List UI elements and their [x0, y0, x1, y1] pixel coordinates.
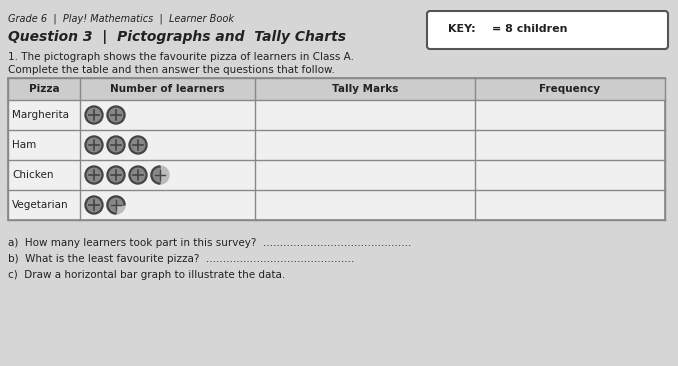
Circle shape: [107, 136, 125, 154]
Text: Tally Marks: Tally Marks: [332, 84, 398, 94]
Circle shape: [151, 166, 169, 184]
Wedge shape: [107, 196, 125, 214]
Text: Chicken: Chicken: [12, 170, 54, 180]
Text: = 8 children: = 8 children: [492, 24, 567, 34]
Text: Ham: Ham: [12, 140, 36, 150]
Wedge shape: [153, 168, 160, 182]
FancyBboxPatch shape: [8, 78, 665, 100]
FancyBboxPatch shape: [427, 11, 668, 49]
Circle shape: [109, 108, 123, 122]
Text: c)  Draw a horizontal bar graph to illustrate the data.: c) Draw a horizontal bar graph to illust…: [8, 270, 285, 280]
Wedge shape: [109, 198, 123, 212]
Text: Number of learners: Number of learners: [111, 84, 225, 94]
Text: b)  What is the least favourite pizza?  ........................................: b) What is the least favourite pizza? ..…: [8, 254, 355, 264]
Text: Question 3  |  Pictographs and  Tally Charts: Question 3 | Pictographs and Tally Chart…: [8, 30, 346, 44]
Circle shape: [107, 106, 125, 124]
Text: Frequency: Frequency: [540, 84, 601, 94]
Text: Grade 6  |  Play! Mathematics  |  Learner Book: Grade 6 | Play! Mathematics | Learner Bo…: [8, 14, 234, 25]
Circle shape: [85, 166, 103, 184]
Text: Pizza: Pizza: [28, 84, 59, 94]
Circle shape: [129, 166, 147, 184]
FancyBboxPatch shape: [8, 78, 665, 220]
Circle shape: [85, 106, 103, 124]
Text: Margherita: Margherita: [12, 110, 69, 120]
Text: 1. The pictograph shows the favourite pizza of learners in Class A.: 1. The pictograph shows the favourite pi…: [8, 52, 354, 62]
Text: KEY:: KEY:: [448, 24, 476, 34]
Circle shape: [107, 196, 125, 214]
Circle shape: [132, 168, 144, 182]
Circle shape: [87, 108, 101, 122]
Circle shape: [109, 138, 123, 152]
Circle shape: [109, 168, 123, 182]
Wedge shape: [151, 166, 160, 184]
Circle shape: [87, 138, 101, 152]
Circle shape: [87, 198, 101, 212]
Circle shape: [132, 138, 144, 152]
Circle shape: [129, 136, 147, 154]
Circle shape: [85, 136, 103, 154]
Circle shape: [107, 166, 125, 184]
Circle shape: [87, 168, 101, 182]
Circle shape: [469, 22, 487, 40]
Text: Complete the table and then answer the questions that follow.: Complete the table and then answer the q…: [8, 65, 335, 75]
Circle shape: [85, 196, 103, 214]
Text: Vegetarian: Vegetarian: [12, 200, 68, 210]
Circle shape: [471, 24, 485, 38]
Text: a)  How many learners took part in this survey?  ...............................: a) How many learners took part in this s…: [8, 238, 412, 248]
